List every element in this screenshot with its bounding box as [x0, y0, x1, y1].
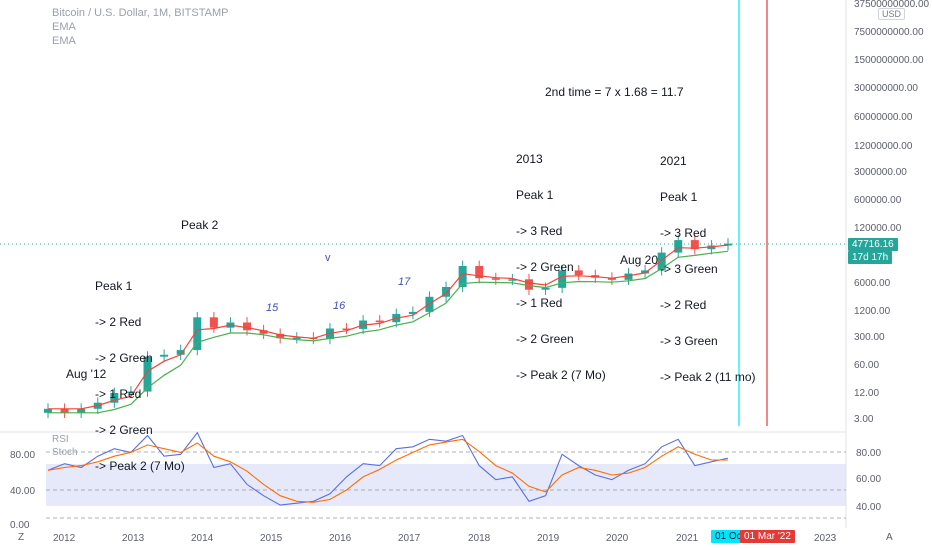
candle-body	[292, 337, 301, 340]
price-tick-label: 60.00	[854, 360, 879, 371]
candle-body	[524, 279, 533, 290]
candle-body	[442, 287, 451, 297]
price-tick-label: 1200.00	[854, 306, 891, 317]
ema-legend-1[interactable]: EMA	[52, 21, 76, 33]
aug12-note: Aug '12	[66, 367, 107, 381]
rsi-ma-line	[47, 438, 728, 503]
candle-body	[342, 328, 351, 331]
candle-body	[193, 317, 202, 351]
chart-title: Bitcoin / U.S. Dollar, 1M, BITSTAMP	[52, 7, 229, 19]
candle-body	[126, 391, 135, 394]
candle-body	[375, 320, 384, 323]
price-tick-label: 120000.00	[854, 223, 902, 234]
candle-body	[243, 322, 252, 331]
rsi-left-ticks: 80.00 40.00 0.00	[10, 450, 35, 531]
time-axis-ticks: 2012 2013 2014 2015 2016 2017 2018 2019 2020 2021…	[53, 533, 837, 544]
candle-body	[44, 408, 52, 413]
price-tick-label: 3000000.00	[854, 167, 907, 178]
formula-note: 2nd time = 7 x 1.68 = 11.7	[545, 85, 684, 99]
stoch-title[interactable]: Stoch	[52, 447, 78, 458]
candle-body	[574, 270, 583, 276]
handwritten-mark-16: 16	[333, 300, 346, 312]
price-tick-label: 12000000.00	[854, 141, 913, 152]
candle-body	[541, 287, 550, 290]
aug20-note: Aug 20	[620, 253, 659, 267]
red-date-badge: 01 Mar '22	[740, 530, 795, 543]
price-tick-label: 600000.00	[854, 195, 902, 206]
peak1-2021-note: 2021 Peak 1 -> 3 Red -> 3 Green -> 2 Red…	[660, 154, 756, 384]
candle-body	[160, 354, 169, 357]
handwritten-mark-v: v	[325, 252, 331, 264]
time-tick-label: 2014	[191, 533, 214, 544]
candle-body	[624, 273, 633, 280]
candle-body	[276, 333, 285, 339]
time-tick-label: 2017	[398, 533, 421, 544]
candle-body	[110, 393, 119, 403]
rsi-band	[46, 464, 846, 506]
handwritten-mark-17: 17	[398, 276, 411, 288]
candle-body	[143, 356, 152, 392]
candle-body	[458, 265, 467, 288]
candle-body	[60, 408, 69, 413]
candle-body	[77, 408, 86, 413]
candle-body	[491, 278, 500, 280]
auto-scale-icon[interactable]: A	[886, 532, 893, 543]
candle-body	[724, 243, 732, 246]
price-tick-label: 1500000000.00	[854, 55, 924, 66]
candle-body	[690, 240, 699, 250]
price-tick-label: 300000000.00	[854, 83, 918, 94]
currency-unit-label[interactable]: USD	[878, 8, 906, 20]
time-tick-label: 2015	[260, 533, 283, 544]
price-tick-label: 12.00	[854, 388, 879, 399]
zoom-icon[interactable]: Z	[18, 532, 25, 543]
handwritten-mark-15: 15	[266, 302, 279, 314]
peak1-2013-note: 2013 Peak 1 -> 3 Red -> 2 Green -> 1 Red…	[516, 152, 606, 382]
time-tick-label: 2023	[814, 533, 837, 544]
price-tick-label: 7500000000.00	[854, 27, 924, 38]
rsi-left-tick-label: 0.00	[10, 520, 30, 531]
rsi-title[interactable]: RSI	[52, 434, 69, 445]
rsi-right-tick-label: 80.00	[856, 448, 881, 459]
time-tick-label: 2012	[53, 533, 76, 544]
countdown-badge: 17d 17h	[848, 251, 893, 264]
time-tick-label: 2019	[537, 533, 560, 544]
rsi-left-tick-label: 80.00	[10, 450, 35, 461]
candle-body	[259, 330, 268, 334]
candle-body	[657, 252, 666, 271]
price-tick-label: 300.00	[854, 332, 885, 343]
rsi-right-tick-label: 40.00	[856, 502, 881, 513]
time-tick-label: 2020	[606, 533, 629, 544]
peak1-2012-note: Peak 1 -> 2 Red -> 2 Green -> 1 Red -> 2…	[95, 279, 185, 473]
candle-body	[558, 270, 567, 288]
candle-body	[475, 265, 484, 279]
ema-legend-2[interactable]: EMA	[52, 35, 76, 47]
rsi-left-tick-label: 40.00	[10, 486, 35, 497]
candle-body	[641, 270, 650, 274]
price-tick-label: 37500000000.00	[854, 0, 930, 10]
peak2-note: Peak 2	[181, 218, 219, 232]
cyan-date-badge: 01 Oc	[711, 530, 746, 543]
rsi-right-tick-label: 60.00	[856, 474, 881, 485]
rsi-right-ticks: 80.00 60.00 40.00	[856, 448, 881, 513]
time-tick-label: 2021	[676, 533, 699, 544]
price-tick-label: 60000000.00	[854, 112, 913, 123]
ema-fast-line	[48, 244, 729, 410]
candle-body	[176, 350, 185, 355]
candle-body	[508, 279, 517, 281]
candle-body	[209, 317, 218, 328]
candle-body	[674, 240, 683, 253]
candle-body	[408, 311, 417, 315]
time-tick-label: 2018	[468, 533, 491, 544]
ema-slow-line	[48, 250, 729, 414]
rsi-line	[47, 431, 729, 506]
time-tick-label: 2013	[122, 533, 145, 544]
current-price-badge: 47716.16	[848, 238, 898, 251]
time-tick-label: 2016	[329, 533, 352, 544]
price-tick-label: 6000.00	[854, 278, 891, 289]
price-tick-label: 3.00	[854, 414, 874, 425]
price-axis-ticks: 37500000000.00 7500000000.00 1500000000.00…	[854, 0, 930, 425]
